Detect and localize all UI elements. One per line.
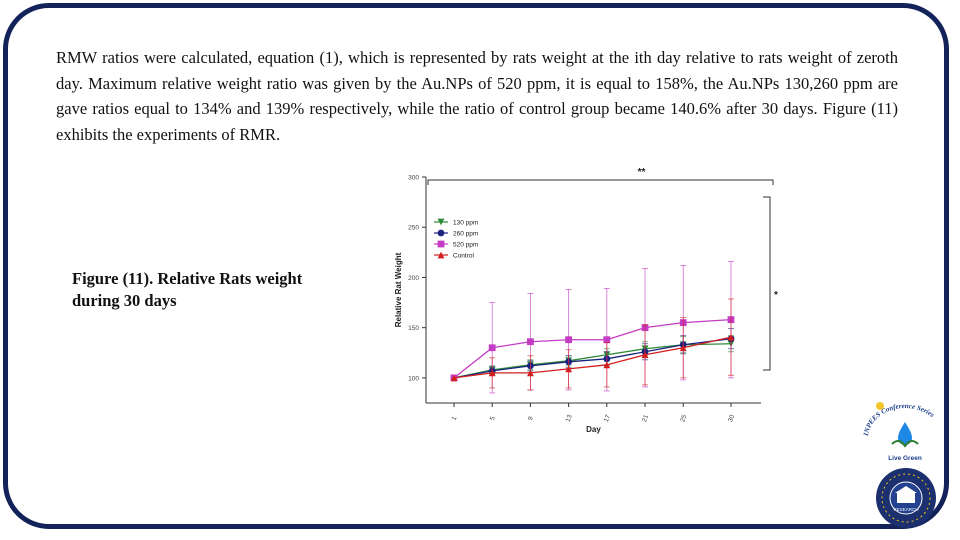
legend-label-control: Control [453,253,475,260]
data-point-control [565,365,573,373]
x-tick-label: 13 [565,414,574,424]
y-tick-label: 250 [408,225,419,232]
relative-weight-chart: 100 150 200 250 300 1 5 9 13 17 21 25 30 Day Relative … [394,167,778,434]
legend-label-260-ppm: 260 ppm [453,231,478,238]
series-line-260-ppm [453,338,732,379]
data-point-control [641,351,649,359]
data-point-520-ppm [488,344,496,352]
legend-marker-520-ppm [437,240,445,248]
slide-frame [3,3,949,529]
significance-bracket-top [427,179,774,185]
y-tick-label: 100 [408,375,419,382]
legend-label-520-ppm: 520 ppm [453,242,478,249]
data-point-control [679,344,687,352]
logo-label: Live Green [888,455,922,462]
legend-marker-130-ppm [437,218,445,226]
x-tick-label: 21 [641,414,650,424]
x-tick-label: 17 [603,414,612,424]
data-point-control [727,333,735,341]
data-point-520-ppm [565,336,573,344]
logo-arc-text: INPEES Conference Series [862,402,936,437]
x-tick-label: 1 [451,415,459,421]
series-line-520-ppm [453,318,732,379]
series-line-control [453,336,732,379]
figure-caption: Figure (11). Relative Rats weight during… [72,269,303,310]
legend-marker-260-ppm [437,229,445,237]
data-point-520-ppm [527,338,534,346]
legend-label-130-ppm: 130 ppm [453,220,478,227]
legend-marker-control [437,251,445,259]
svg-text:INPEES Conference Series: INPEES Conference Series [862,402,936,437]
significance-label-right: * [774,290,778,301]
data-point-520-ppm [603,336,611,344]
significance-bracket-right [763,196,771,371]
x-tick-label: 5 [489,415,497,421]
data-point-control [450,374,458,382]
data-point-control [488,369,496,377]
data-point-control [603,361,611,369]
y-tick-label: 200 [408,275,419,282]
y-axis-label: Relative Rat Weight [394,252,403,327]
significance-label-top: ** [638,167,646,178]
x-axis-label: Day [586,425,601,434]
sun-icon [876,402,884,410]
water-drop-icon [898,422,912,445]
research-seal-logo: RESEARCH [876,468,936,528]
x-tick-label: 25 [679,414,688,424]
y-tick-label: 300 [408,175,419,182]
x-tick-label: 30 [727,414,736,424]
seal-text: RESEARCH [893,507,918,512]
x-tick-label: 9 [527,415,535,421]
data-point-control [527,369,534,377]
y-tick-label: 150 [408,325,419,332]
leaf-icon [891,439,919,448]
building-icon [897,493,915,503]
body-paragraph: RMW ratios were calculated, equation (1)… [56,48,898,144]
inpees-conference-logo: INPEES Conference Series Live Green [862,402,936,462]
